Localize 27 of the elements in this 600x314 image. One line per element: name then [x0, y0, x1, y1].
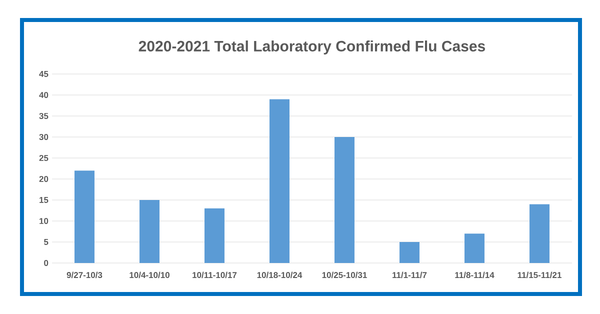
x-tick-label: 11/15-11/21	[518, 272, 562, 278]
x-tick-label: 10/4-10/10	[130, 272, 170, 278]
bar	[530, 204, 550, 263]
bar	[400, 242, 420, 263]
y-tick-label: 15	[40, 197, 48, 203]
x-tick-label: 11/1-11/7	[392, 272, 427, 278]
x-tick-label: 11/8-11/14	[455, 272, 494, 278]
y-tick-label: 40	[39, 92, 48, 98]
x-tick-label: 10/18-10/24	[257, 272, 302, 278]
bar	[334, 137, 355, 263]
bar	[74, 170, 95, 263]
y-tick-label: 25	[39, 155, 48, 162]
y-tick-label: 35	[39, 112, 48, 120]
bar	[464, 234, 484, 263]
bar	[270, 99, 290, 263]
x-tick-label: 9/27-10/3	[66, 272, 102, 278]
y-tick-label: 0	[44, 260, 48, 266]
x-tick-label: 10/25-10/31	[322, 272, 367, 278]
y-tick-label: 5	[44, 239, 48, 245]
y-tick-label: 45	[39, 71, 48, 77]
bar	[140, 200, 160, 263]
x-tick-label: 10/11-10/17	[192, 272, 237, 278]
chart-title: 2020-2021 Total Laboratory Confirmed Flu Cases	[138, 40, 486, 54]
y-tick-label: 10	[40, 218, 48, 224]
bar	[204, 208, 225, 263]
y-tick-label: 30	[39, 134, 48, 140]
y-tick-label: 20	[39, 176, 48, 182]
